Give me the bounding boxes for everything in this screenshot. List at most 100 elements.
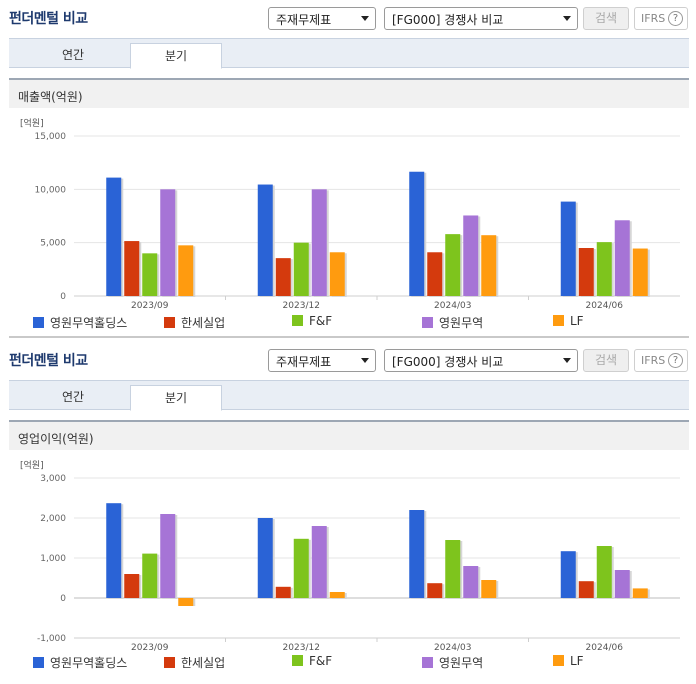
bar	[160, 514, 176, 598]
legend-item[interactable]: 한세실업	[164, 654, 225, 671]
search-button[interactable]: 검색	[583, 349, 629, 372]
ifrs-button[interactable]: IFRS ?	[634, 349, 688, 372]
bar	[329, 252, 345, 296]
legend-label: LF	[570, 654, 584, 668]
legend-swatch	[422, 657, 433, 668]
legend-item[interactable]: F&F	[292, 314, 332, 328]
legend-label: F&F	[309, 314, 333, 328]
panel-title: 펀더멘털 비교	[9, 11, 88, 27]
bar	[596, 242, 612, 296]
legend-swatch	[164, 657, 175, 668]
x-tick-label: 2024/03	[434, 643, 471, 653]
statement-type-value: 주재무제표	[276, 13, 332, 27]
legend-item[interactable]: LF	[553, 314, 584, 328]
legend-swatch	[33, 657, 44, 668]
legend-item[interactable]: F&F	[292, 654, 332, 668]
compare-group-select[interactable]: [FG000] 경쟁사 비교	[384, 349, 578, 372]
bar	[445, 234, 461, 296]
x-tick-label: 2023/12	[283, 301, 320, 311]
bar	[124, 574, 140, 598]
y-tick-label: 5,000	[40, 239, 66, 249]
revenue-chart: [억원] 0 5,000 10,000 15,000 2023/09 2023/12 2024…	[20, 117, 680, 311]
y-tick-label: -1,000	[37, 634, 66, 644]
operating-profit-chart: [억원] -1,000 0 1,000 2,000 3,000 2023/09 2023/12…	[20, 459, 680, 653]
section-divider	[9, 336, 689, 338]
legend-item[interactable]: 영원무역	[422, 314, 483, 331]
legend-swatch	[422, 317, 433, 328]
unit-label: [억원]	[20, 117, 44, 129]
ifrs-label: IFRS	[641, 354, 666, 367]
section-title: 영업이익(억원)	[9, 420, 689, 450]
x-tick-label: 2023/09	[131, 301, 169, 311]
legend-swatch	[164, 317, 175, 328]
bar	[614, 570, 630, 598]
bar	[463, 566, 479, 598]
bar	[293, 538, 309, 598]
legend-item[interactable]: 한세실업	[164, 314, 225, 331]
help-icon[interactable]: ?	[668, 11, 683, 26]
tab-quarterly[interactable]: 분기	[130, 43, 222, 69]
y-tick-label: 10,000	[35, 185, 67, 195]
panel-title: 펀더멘털 비교	[9, 353, 88, 369]
legend-label: F&F	[309, 654, 333, 668]
tab-annual[interactable]: 연간	[61, 390, 85, 404]
legend-label: 영원무역홀딩스	[50, 316, 128, 330]
compare-group-value: [FG000] 경쟁사 비교	[392, 13, 504, 27]
x-tick-label: 2024/06	[586, 643, 624, 653]
legend-swatch	[292, 315, 303, 326]
compare-group-value: [FG000] 경쟁사 비교	[392, 355, 504, 369]
chart-legend: 영원무역홀딩스 한세실업 F&F 영원무역 LF	[0, 314, 696, 330]
bar	[124, 241, 140, 296]
bar	[596, 546, 612, 598]
legend-item[interactable]: LF	[553, 654, 584, 668]
chevron-down-icon	[361, 358, 369, 363]
legend-swatch	[553, 315, 564, 326]
bar	[257, 184, 273, 296]
bar	[560, 201, 576, 296]
legend-swatch	[553, 655, 564, 666]
bar	[106, 177, 122, 296]
statement-type-select[interactable]: 주재무제표	[268, 349, 376, 372]
statement-type-value: 주재무제표	[276, 355, 332, 369]
bar	[160, 189, 176, 296]
fundamental-panel-1: 펀더멘털 비교 주재무제표 [FG000] 경쟁사 비교 검색 IFRS ? 연…	[0, 7, 696, 338]
ifrs-button[interactable]: IFRS ?	[634, 7, 688, 30]
period-tabs: 연간 분기	[9, 38, 689, 69]
help-icon[interactable]: ?	[668, 353, 683, 368]
search-button[interactable]: 검색	[583, 7, 629, 30]
tab-quarterly[interactable]: 분기	[130, 385, 222, 411]
fundamental-panel-2: 펀더멘털 비교 주재무제표 [FG000] 경쟁사 비교 검색 IFRS ? 연…	[0, 342, 696, 684]
bar	[578, 581, 594, 598]
bar	[178, 598, 194, 606]
bar	[311, 526, 327, 598]
tab-annual[interactable]: 연간	[61, 48, 85, 62]
bar	[445, 540, 461, 598]
bar	[614, 220, 630, 296]
bar	[409, 171, 425, 296]
bar	[257, 518, 273, 598]
y-tick-label: 0	[60, 594, 66, 604]
legend-item[interactable]: 영원무역홀딩스	[33, 314, 127, 331]
chevron-down-icon	[563, 358, 571, 363]
y-tick-label: 0	[60, 292, 66, 302]
legend-item[interactable]: 영원무역홀딩스	[33, 654, 127, 671]
bar	[329, 592, 345, 598]
legend-label: 영원무역홀딩스	[50, 656, 128, 670]
y-tick-label: 3,000	[40, 474, 66, 484]
legend-item[interactable]: 영원무역	[422, 654, 483, 671]
bar	[106, 503, 122, 598]
statement-type-select[interactable]: 주재무제표	[268, 7, 376, 30]
x-tick-label: 2023/12	[283, 643, 320, 653]
legend-label: 한세실업	[181, 316, 226, 330]
compare-group-select[interactable]: [FG000] 경쟁사 비교	[384, 7, 578, 30]
bar	[463, 215, 479, 296]
legend-label: 영원무역	[439, 316, 484, 330]
bar	[427, 583, 443, 598]
y-tick-label: 15,000	[35, 132, 67, 142]
bar	[481, 580, 497, 598]
legend-swatch	[292, 655, 303, 666]
bar	[275, 586, 291, 598]
bar	[293, 242, 309, 296]
bar	[409, 510, 425, 598]
bar	[632, 248, 648, 296]
